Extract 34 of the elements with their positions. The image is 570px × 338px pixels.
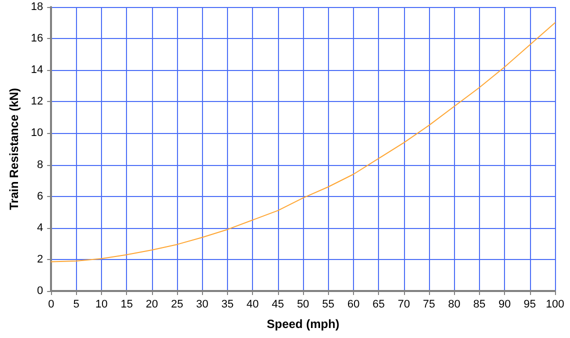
- y-tick-label: 12: [30, 96, 44, 108]
- x-tick-label: 65: [372, 298, 385, 310]
- y-tick-label: 14: [30, 64, 44, 76]
- y-tick-label: 0: [37, 285, 44, 297]
- line-series: [50, 22, 556, 262]
- x-tick-label: 60: [347, 298, 360, 310]
- x-tick-label: 15: [120, 298, 133, 310]
- y-tick-label: 16: [30, 32, 44, 45]
- y-tick-label: 2: [37, 253, 44, 266]
- x-tick-label: 40: [246, 298, 259, 310]
- x-tick-label: 90: [498, 298, 511, 310]
- x-tick-label: 20: [146, 298, 158, 310]
- x-tick-label: 45: [272, 298, 284, 310]
- x-tick-label: 5: [73, 298, 80, 310]
- x-tick-label: 35: [221, 298, 234, 310]
- y-tick-label: 8: [37, 158, 44, 171]
- x-tick-label: 25: [170, 298, 184, 310]
- x-tick-label: 85: [473, 298, 486, 310]
- x-tick-label: 0: [48, 298, 54, 310]
- x-tick-label: 50: [296, 298, 310, 310]
- x-tick-label: 100: [546, 298, 564, 310]
- y-tick-label: 6: [37, 190, 44, 202]
- y-tick-label: 18: [30, 1, 44, 13]
- x-tick-label: 55: [322, 298, 334, 310]
- y-tick-label: 4: [37, 222, 44, 234]
- x-tick-label: 95: [524, 298, 536, 310]
- y-axis-title: Train Resistance (kN): [7, 88, 21, 210]
- x-tick-label: 80: [448, 298, 460, 310]
- x-tick-label: 70: [398, 298, 410, 310]
- x-axis-title: Speed (mph): [266, 317, 340, 331]
- y-tick-label: 10: [30, 127, 44, 140]
- x-tick-label: 30: [196, 298, 208, 310]
- x-tick-label: 10: [95, 298, 108, 310]
- x-tick-label: 75: [422, 298, 436, 310]
